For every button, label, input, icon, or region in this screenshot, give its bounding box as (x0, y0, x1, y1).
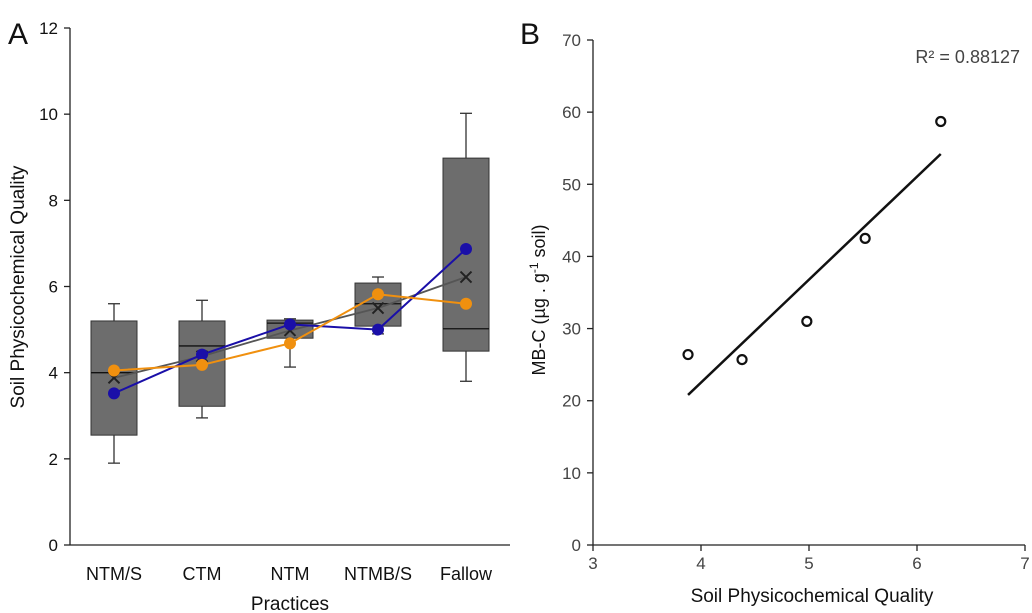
y-tick-label: 60 (562, 103, 581, 122)
series-point (196, 358, 208, 371)
panel-b-y-axis-label: MB-C (µg . g-1 soil) (527, 224, 549, 375)
x-tick-label: 4 (696, 554, 705, 573)
y-label-sup: -1 (527, 262, 541, 273)
y-tick-label: 0 (49, 536, 58, 555)
x-tick-label: Fallow (440, 564, 493, 584)
y-tick-label: 8 (49, 191, 58, 210)
r-squared-annotation: R² = 0.88127 (915, 47, 1020, 67)
x-tick-label: CTM (183, 564, 222, 584)
series-point (108, 387, 120, 400)
trendline (687, 153, 942, 396)
y-tick-label: 20 (562, 392, 581, 411)
mean-marker (459, 270, 473, 284)
y-label-pre: MB-C (µg . g (529, 273, 549, 375)
x-tick-label: 6 (912, 554, 921, 573)
y-tick-label: 40 (562, 247, 581, 266)
scatter-point (682, 348, 694, 361)
y-tick-label: 30 (562, 320, 581, 339)
series-point (372, 288, 384, 301)
y-tick-label: 4 (49, 364, 58, 383)
x-tick-label: NTM/S (86, 564, 142, 584)
series-point (108, 364, 120, 377)
series-point (284, 318, 296, 331)
y-tick-label: 70 (562, 31, 581, 50)
x-tick-label: 5 (804, 554, 813, 573)
panel-b: B 0 10 20 30 40 50 60 70 3 4 5 6 7 R² = 0.88127 Soi… (520, 18, 1030, 607)
y-tick-label: 0 (572, 536, 581, 555)
y-tick-label: 6 (49, 278, 58, 297)
scatter-point (859, 232, 871, 244)
panel-a-y-axis-label: Soil Physicochemical Quality (8, 165, 29, 408)
panel-b-x-axis-label: Soil Physicochemical Quality (691, 586, 934, 607)
y-tick-label: 10 (562, 464, 581, 483)
mean-marker (371, 301, 385, 315)
y-tick-label: 12 (39, 19, 58, 38)
panel-a: A 0 2 4 6 8 10 12 NTM/S CTM NTM NTMB/S Fallow Prac… (8, 18, 510, 613)
series-point (460, 243, 472, 256)
panel-a-label: A (8, 18, 28, 51)
y-tick-label: 2 (49, 450, 58, 469)
series-point (284, 337, 296, 350)
panel-b-label: B (520, 18, 540, 51)
series-point (196, 348, 208, 361)
scatter-point (736, 353, 748, 366)
panel-a-x-axis-label: Practices (251, 594, 329, 613)
x-tick-label: 7 (1020, 554, 1029, 573)
series-point (372, 323, 384, 336)
x-tick-label: NTMB/S (344, 564, 412, 584)
y-label-post: soil) (529, 224, 549, 262)
y-tick-label: 50 (562, 175, 581, 194)
scatter-point (935, 115, 947, 128)
x-tick-label: 3 (588, 554, 597, 573)
y-tick-label: 10 (39, 105, 58, 124)
series-point (460, 297, 472, 310)
scatter-point (801, 315, 813, 327)
x-tick-label: NTM (271, 564, 310, 584)
